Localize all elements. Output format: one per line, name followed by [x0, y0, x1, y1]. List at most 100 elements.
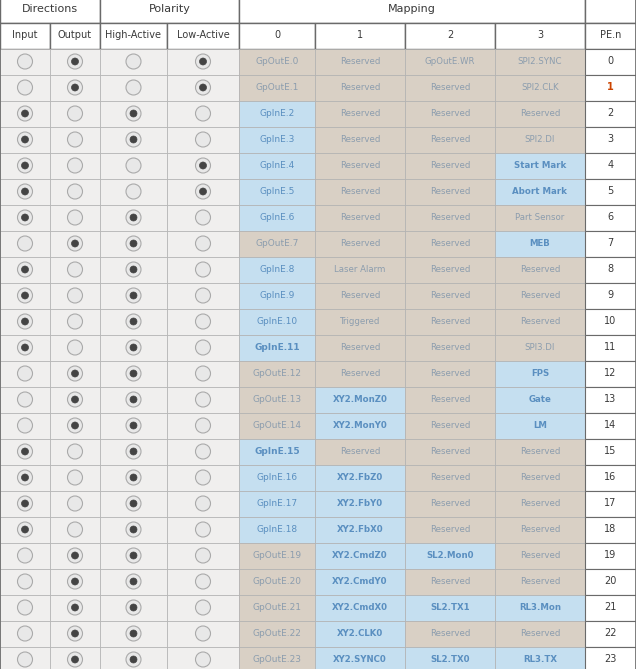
- Bar: [100, 48, 167, 74]
- Bar: [167, 179, 239, 205]
- Circle shape: [126, 600, 141, 615]
- Text: Abort Mark: Abort Mark: [513, 187, 567, 196]
- Text: Reserved: Reserved: [340, 447, 380, 456]
- Text: GpOutE.20: GpOutE.20: [252, 577, 301, 586]
- Text: 14: 14: [604, 421, 617, 430]
- Text: 18: 18: [604, 524, 617, 535]
- Circle shape: [126, 444, 141, 459]
- Bar: [585, 569, 636, 595]
- Bar: [495, 621, 585, 646]
- Circle shape: [130, 448, 137, 455]
- Bar: [167, 387, 239, 413]
- Bar: [315, 334, 405, 361]
- Circle shape: [22, 344, 29, 351]
- Bar: [50, 646, 100, 669]
- Text: Reserved: Reserved: [340, 83, 380, 92]
- Text: GpInE.4: GpInE.4: [259, 161, 294, 170]
- Text: GpInE.18: GpInE.18: [256, 525, 298, 534]
- Text: GpOutE.1: GpOutE.1: [255, 83, 299, 92]
- Text: GpInE.2: GpInE.2: [259, 109, 294, 118]
- Bar: [495, 334, 585, 361]
- Bar: [100, 126, 167, 153]
- Circle shape: [126, 262, 141, 277]
- Circle shape: [18, 600, 32, 615]
- Bar: [239, 74, 315, 100]
- Text: XY2.MonZ0: XY2.MonZ0: [333, 395, 387, 404]
- Text: 13: 13: [604, 395, 617, 405]
- Bar: [0, 569, 50, 595]
- Bar: [405, 543, 495, 569]
- Circle shape: [71, 604, 78, 611]
- Bar: [239, 361, 315, 387]
- Text: Reserved: Reserved: [520, 291, 560, 300]
- Bar: [167, 516, 239, 543]
- Circle shape: [18, 444, 32, 459]
- Bar: [405, 595, 495, 621]
- Bar: [100, 334, 167, 361]
- Text: 21: 21: [604, 603, 617, 613]
- Text: Reserved: Reserved: [340, 369, 380, 378]
- Text: Reserved: Reserved: [430, 421, 470, 430]
- Circle shape: [67, 340, 83, 355]
- Bar: [405, 308, 495, 334]
- Text: Low-Active: Low-Active: [177, 31, 230, 41]
- Text: 1: 1: [357, 31, 363, 41]
- Circle shape: [126, 210, 141, 225]
- Text: XY2.CmdZ0: XY2.CmdZ0: [332, 551, 388, 560]
- Text: XY2.FbX0: XY2.FbX0: [336, 525, 384, 534]
- Bar: [315, 126, 405, 153]
- Text: Reserved: Reserved: [430, 213, 470, 222]
- Bar: [167, 100, 239, 126]
- Bar: [167, 256, 239, 282]
- Circle shape: [126, 314, 141, 329]
- Bar: [167, 646, 239, 669]
- Bar: [167, 308, 239, 334]
- Text: Reserved: Reserved: [520, 629, 560, 638]
- Bar: [0, 23, 50, 48]
- Circle shape: [67, 158, 83, 173]
- Bar: [50, 256, 100, 282]
- Circle shape: [126, 288, 141, 303]
- Bar: [239, 646, 315, 669]
- Circle shape: [126, 548, 141, 563]
- Bar: [50, 179, 100, 205]
- Bar: [0, 231, 50, 256]
- Circle shape: [22, 110, 29, 117]
- Circle shape: [126, 652, 141, 667]
- Text: GpOutE.WR: GpOutE.WR: [425, 57, 475, 66]
- Circle shape: [195, 574, 211, 589]
- Circle shape: [18, 210, 32, 225]
- Bar: [100, 205, 167, 231]
- Circle shape: [18, 496, 32, 511]
- Circle shape: [22, 474, 29, 481]
- Circle shape: [126, 626, 141, 641]
- Bar: [0, 205, 50, 231]
- Circle shape: [130, 136, 137, 143]
- Circle shape: [18, 288, 32, 303]
- Bar: [315, 48, 405, 74]
- Bar: [50, 23, 100, 48]
- Bar: [315, 438, 405, 464]
- Circle shape: [67, 314, 83, 329]
- Circle shape: [71, 84, 78, 91]
- Bar: [100, 153, 167, 179]
- Circle shape: [130, 266, 137, 273]
- Text: GpOutE.19: GpOutE.19: [252, 551, 301, 560]
- Bar: [495, 282, 585, 308]
- Circle shape: [130, 500, 137, 507]
- Bar: [495, 361, 585, 387]
- Bar: [167, 74, 239, 100]
- Circle shape: [18, 236, 32, 251]
- Bar: [495, 543, 585, 569]
- Text: Reserved: Reserved: [340, 187, 380, 196]
- Circle shape: [18, 522, 32, 537]
- Bar: [0, 490, 50, 516]
- Bar: [50, 282, 100, 308]
- Bar: [315, 23, 405, 48]
- Bar: [239, 0, 585, 23]
- Circle shape: [195, 522, 211, 537]
- Bar: [315, 646, 405, 669]
- Circle shape: [71, 552, 78, 559]
- Circle shape: [195, 54, 211, 69]
- Bar: [495, 231, 585, 256]
